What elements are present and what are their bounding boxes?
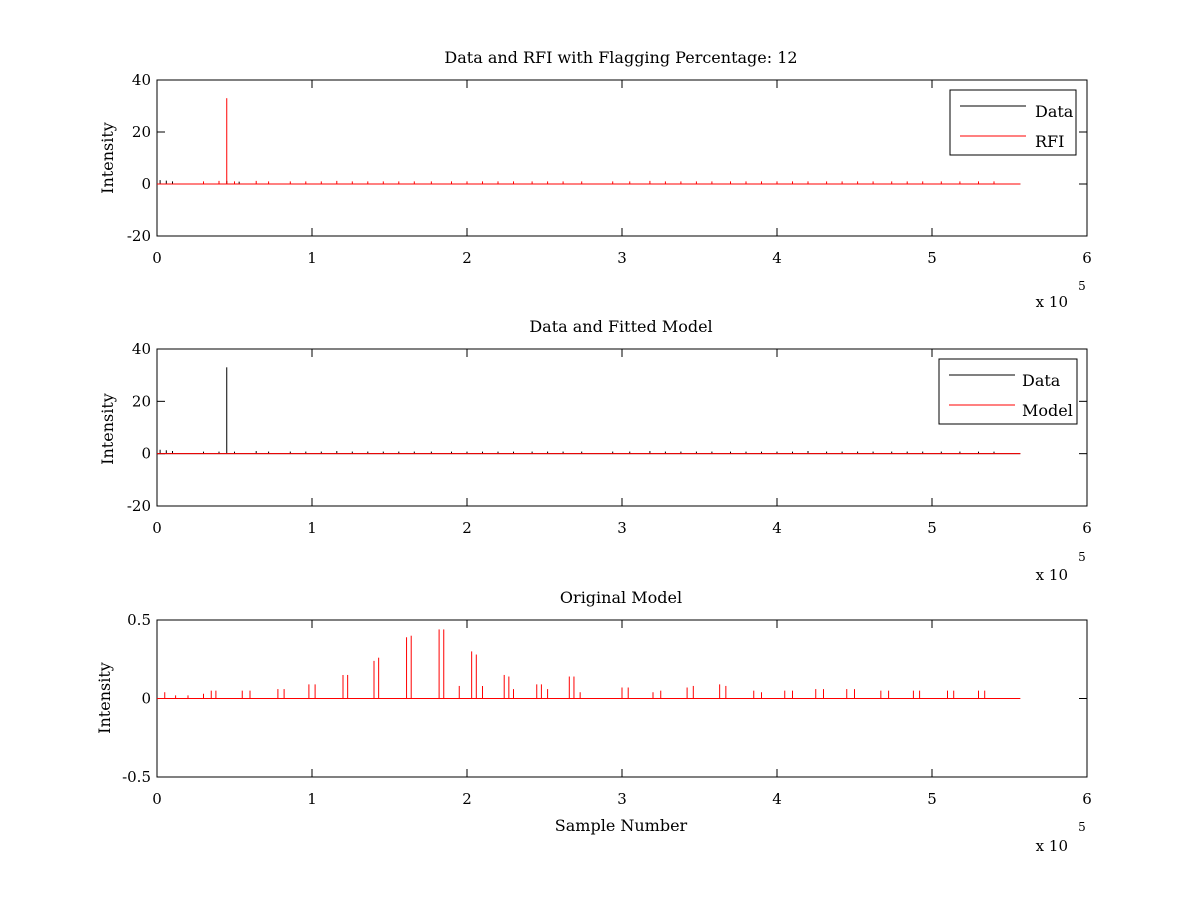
panel-1-xtick-label: 6 [1082,249,1092,267]
panel-2-ytick-label: -20 [127,497,151,515]
panel-3-xtick-label: 2 [462,790,472,808]
panel-2-x-exponent: 5 [1078,550,1086,564]
panel-3-xtick-label: 4 [772,790,782,808]
panel-3-plot: 0 1 2 3 4 5 6-0.500.5 [122,611,1092,808]
panel-1-ylabel: Intensity [98,122,117,194]
panel-1-xtick-label: 5 [927,249,937,267]
panel-1-ytick-label: 20 [132,123,151,141]
panel-1-ytick-label: 0 [141,175,151,193]
panel-2-x-multiplier: x 10 [1036,566,1068,584]
panel-3: Original Model Intensity 0 1 2 3 4 5 6-0.500.5… [95,588,1092,855]
panel-1-ytick-label: 40 [132,71,151,89]
panel-2-ylabel: Intensity [98,393,117,465]
panel-2-xtick-label: 3 [617,519,627,537]
panel-2-ytick-label: 40 [132,340,151,358]
panel-1-title: Data and RFI with Flagging Percentage: 1… [444,48,797,67]
panel-1-xtick-label: 2 [462,249,472,267]
panel-2: Data and Fitted Model Intensity 0 1 2 3 4 5 6 -… [98,317,1092,584]
panel-1: Data and RFI with Flagging Percentage: 1… [98,48,1092,311]
panel-2-legend-label-model: Model [1022,401,1073,420]
panel-2-xtick-label: 6 [1082,519,1092,537]
panel-2-ytick-label: 0 [141,445,151,463]
panel-1-legend-box [949,89,1077,156]
panel-3-xtick-label: 6 [1082,790,1092,808]
panel-2-legend-box [938,358,1078,425]
panel-3-xtick-label: 3 [617,790,627,808]
panel-2-xtick-label: 1 [307,519,317,537]
panel-1-ytick-label: -20 [127,227,151,245]
panel-3-ylabel: Intensity [95,662,114,734]
panel-3-series-0 [157,629,1021,699]
panel-2-title: Data and Fitted Model [529,317,712,336]
panel-3-title: Original Model [560,588,682,607]
panel-3-ytick-label: 0.5 [127,611,151,629]
panel-1-xtick-label: 0 [152,249,162,267]
panel-1-legend: Data RFI [949,89,1077,156]
panel-2-ytick-label: 20 [132,392,151,410]
panel-1-series-rfi [157,98,1021,185]
panel-2-legend-label-data: Data [1022,371,1061,390]
panel-3-x-exponent: 5 [1078,820,1086,834]
panel-2-xtick-label: 2 [462,519,472,537]
panel-3-xtick-label: 5 [927,790,937,808]
panel-3-ytick-label: -0.5 [122,768,151,786]
panel-1-legend-label-data: Data [1035,102,1074,121]
panel-3-xtick-label: 1 [307,790,317,808]
panel-1-xtick-label: 3 [617,249,627,267]
panel-2-xtick-label: 4 [772,519,782,537]
panel-3-ytick-label: 0 [141,690,151,708]
panel-1-legend-label-rfi: RFI [1035,132,1064,151]
panel-1-xtick-label: 1 [307,249,317,267]
panel-1-x-exponent: 5 [1078,279,1086,293]
panel-2-xtick-label: 0 [152,519,162,537]
panel-3-xlabel: Sample Number [555,816,688,835]
panel-1-xtick-label: 4 [772,249,782,267]
panel-3-x-multiplier: x 10 [1036,837,1068,855]
panel-2-xtick-label: 5 [927,519,937,537]
panel-3-xtick-label: 0 [152,790,162,808]
panel-2-legend: Data Model [938,358,1078,425]
panel-1-x-multiplier: x 10 [1036,293,1068,311]
